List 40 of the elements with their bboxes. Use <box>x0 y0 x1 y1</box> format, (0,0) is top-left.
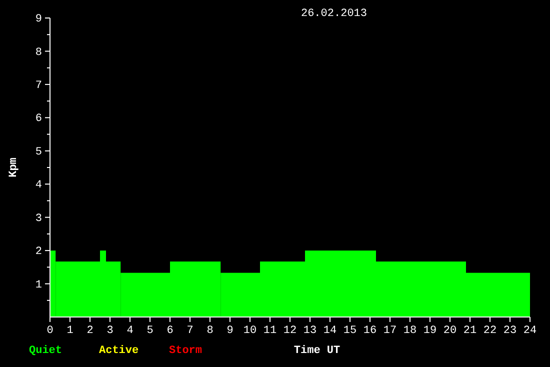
x-tick-label: 4 <box>126 324 134 337</box>
text: Storm <box>169 345 202 357</box>
y-tick-label: 3 <box>35 212 42 225</box>
x-tick-label: 20 <box>443 324 457 337</box>
y-tick-label: 2 <box>35 246 42 258</box>
y-tick-label: 4 <box>35 180 42 192</box>
y-tick-label: 6 <box>35 113 42 126</box>
x-tick-label: 15 <box>343 324 357 337</box>
y-tick-label: 7 <box>35 80 42 92</box>
x-tick-label: 24 <box>523 324 537 337</box>
x-tick-label: 13 <box>303 324 317 337</box>
x-tick-label: 0 <box>46 324 54 337</box>
x-tick-label: 6 <box>166 324 174 337</box>
x-tick-label: 18 <box>403 324 417 337</box>
x-tick-label: 12 <box>283 324 297 337</box>
y-tick-label: 5 <box>35 146 42 158</box>
x-tick-label: 3 <box>106 324 114 337</box>
x-tick-label: 10 <box>243 324 257 337</box>
text: Quiet <box>29 345 62 357</box>
x-tick-label: 1 <box>66 324 74 337</box>
x-tick-label: 22 <box>483 324 497 337</box>
y-tick-label: 1 <box>35 279 42 292</box>
chart-title: 26.02.2013 <box>300 8 368 20</box>
x-tick-label: 11 <box>263 324 277 337</box>
x-tick-label: 21 <box>463 324 477 337</box>
x-axis-title: Time UT <box>294 345 340 357</box>
y-axis-title: Kpm <box>8 157 20 178</box>
text: Active <box>99 345 140 357</box>
x-tick-label: 2 <box>86 324 94 337</box>
x-tick-label: 17 <box>383 324 397 337</box>
x-tick-label: 7 <box>186 324 194 337</box>
x-tick-label: 14 <box>323 324 337 337</box>
y-tick-label: 9 <box>35 14 42 26</box>
x-tick-label: 19 <box>423 324 437 337</box>
y-tick-label: 8 <box>35 46 42 59</box>
x-tick-label: 5 <box>146 324 154 337</box>
x-tick-label: 9 <box>226 324 234 337</box>
x-tick-label: 16 <box>363 324 377 337</box>
x-tick-label: 23 <box>503 324 517 337</box>
x-tick-label: 8 <box>206 324 214 337</box>
